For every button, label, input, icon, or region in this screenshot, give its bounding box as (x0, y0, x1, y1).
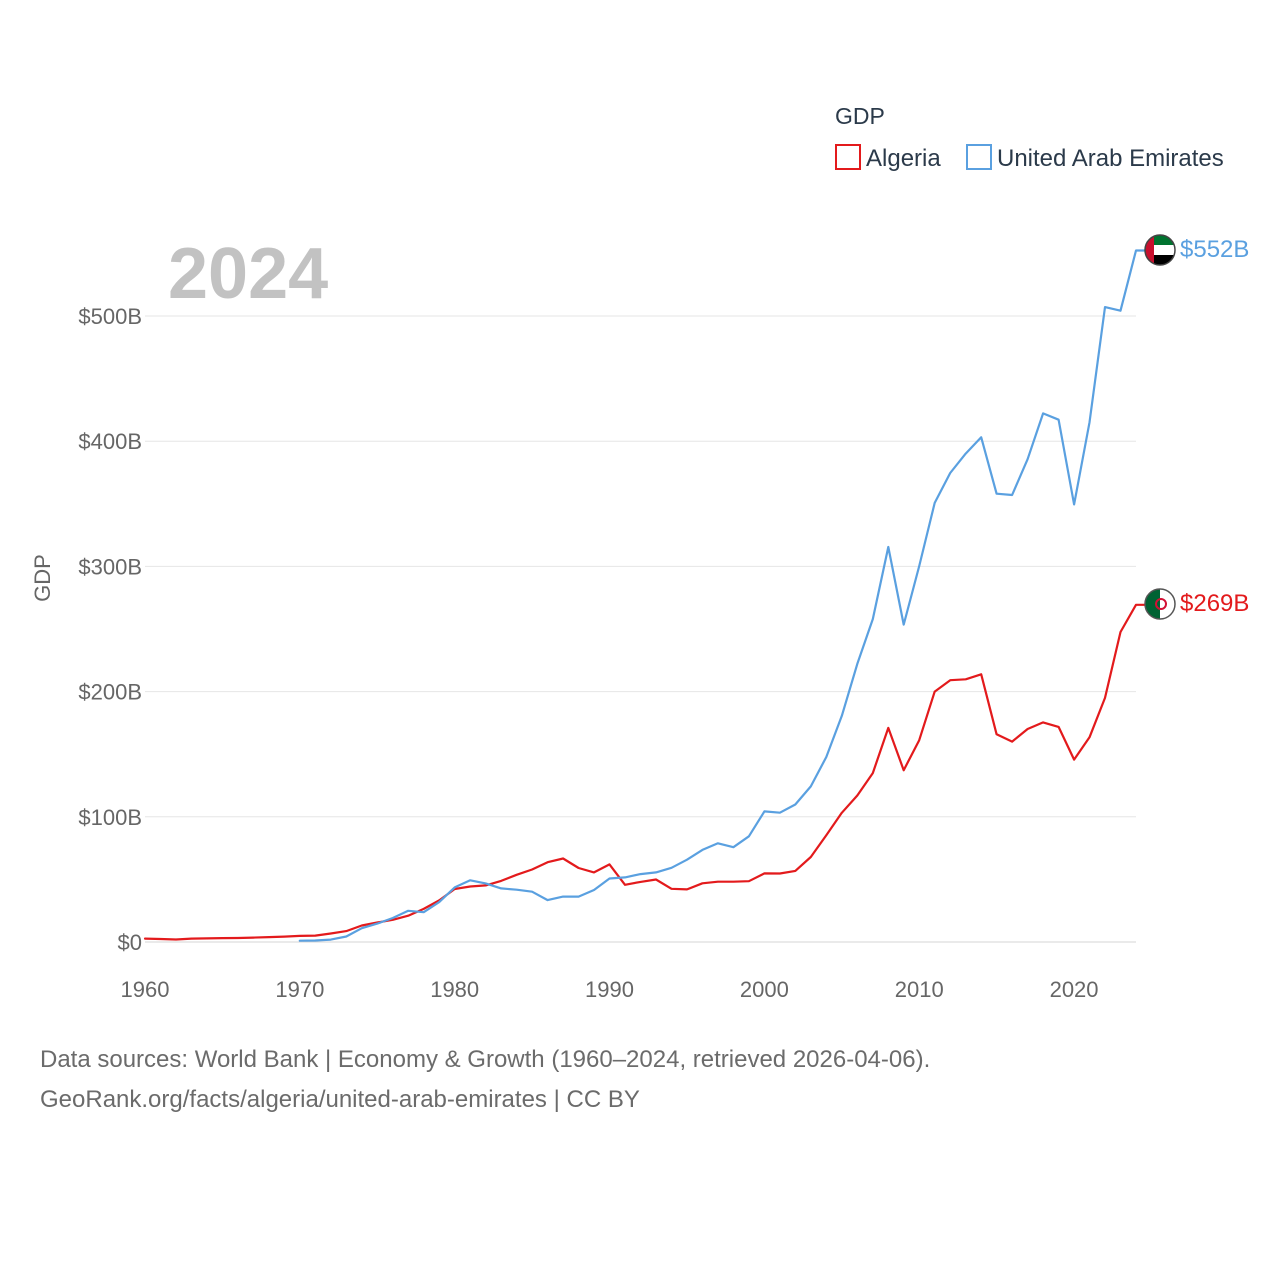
legend-item-uae[interactable]: United Arab Emirates (966, 144, 1224, 172)
legend-swatch-uae (966, 144, 992, 170)
x-axis-ticks: 1960 1970 1980 1990 2000 2010 2020 (121, 977, 1099, 1002)
series-line-algeria[interactable] (143, 603, 1147, 941)
legend-item-algeria[interactable]: Algeria (835, 144, 941, 172)
y-tick-label: $400B (78, 429, 142, 454)
algeria-flag-icon (1145, 589, 1175, 619)
uae-end-marker: $552B (1144, 234, 1249, 266)
source-line-1: Data sources: World Bank | Economy & Gro… (40, 1046, 931, 1073)
y-tick-label: $100B (78, 805, 142, 830)
series-lines (143, 249, 1147, 942)
y-tick-label: $500B (78, 304, 142, 329)
y-tick-label: $200B (78, 680, 142, 705)
y-tick-label: $300B (78, 554, 142, 579)
y-axis-label: GDP (30, 554, 55, 602)
x-tick-label: 1970 (275, 977, 324, 1002)
x-tick-label: 1990 (585, 977, 634, 1002)
series-line-uae[interactable] (298, 249, 1147, 942)
legend-title: GDP (835, 103, 885, 129)
x-tick-label: 2010 (895, 977, 944, 1002)
legend[interactable]: GDP Algeria United Arab Emirates (835, 103, 1224, 172)
algeria-end-value-label: $269B (1180, 590, 1249, 617)
x-tick-label: 2020 (1050, 977, 1099, 1002)
source-note: Data sources: World Bank | Economy & Gro… (40, 1040, 1240, 1120)
gdp-line-chart: $0 $100B $200B $300B $400B $500B 1960 1970 1980… (30, 103, 1249, 1002)
source-line-2[interactable]: GeoRank.org/facts/algeria/united-arab-em… (40, 1086, 640, 1113)
uae-flag-icon (1145, 235, 1175, 265)
x-tick-label: 2000 (740, 977, 789, 1002)
x-tick-label: 1980 (430, 977, 479, 1002)
uae-end-value-label: $552B (1180, 236, 1249, 263)
algeria-end-marker: $269B (1144, 588, 1249, 620)
legend-label-uae: United Arab Emirates (997, 145, 1224, 172)
y-axis-ticks: $0 $100B $200B $300B $400B $500B (78, 304, 142, 955)
legend-label-algeria: Algeria (866, 145, 941, 172)
year-watermark: 2024 (168, 234, 328, 314)
x-tick-label: 1960 (121, 977, 170, 1002)
gridlines (145, 315, 1136, 943)
y-tick-label: $0 (118, 930, 142, 955)
legend-swatch-algeria (835, 144, 861, 170)
